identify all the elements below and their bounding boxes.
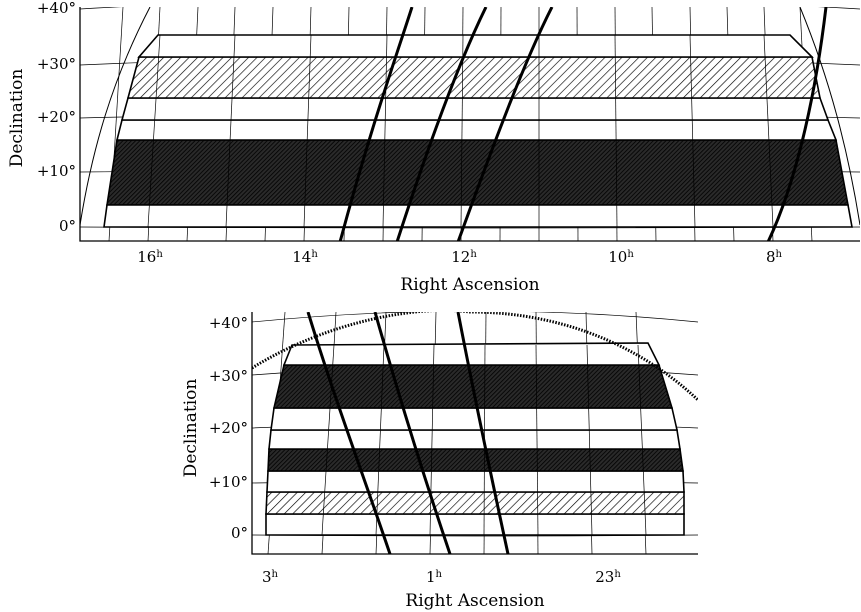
ra-tick-label: 10h (608, 248, 634, 266)
top-great-circle-tracks (338, 7, 828, 241)
top-grid-overlay (147, 34, 774, 228)
survey-strip-open (115, 119, 838, 141)
survey-strip-open (137, 34, 814, 58)
survey-strip-base (103, 204, 853, 228)
survey-strip-open (266, 470, 685, 493)
dec-tick-label: 0° (231, 524, 248, 542)
dec-tick-label: +20° (37, 108, 76, 126)
bottom-great-circle-tracks (306, 312, 510, 554)
survey-strip-dense-hatch (267, 448, 684, 472)
ra-tick-label: 12h (451, 248, 477, 266)
survey-strip-diagonal-hatch (126, 56, 821, 99)
great-circle-track (373, 312, 452, 554)
great-circle-track (456, 312, 510, 554)
ra-tick-label: 14h (292, 248, 318, 266)
bottom-survey-strips (265, 342, 685, 536)
survey-strip-base (265, 513, 685, 536)
great-circle-track (395, 7, 488, 241)
great-circle-track (456, 7, 554, 241)
survey-strip-open (120, 97, 830, 121)
bottom-dotted-boundary (252, 312, 698, 402)
dec-tick-label: +30° (37, 55, 76, 73)
great-circle-track (306, 312, 392, 554)
dec-tick-label: +40° (209, 314, 248, 332)
dec-tick-label: +10° (209, 473, 248, 491)
survey-strip-diagonal-hatch (265, 491, 685, 515)
top-survey-strips (103, 34, 853, 228)
top-panel: +40° +30° +20° +10° 0° 16h 14h 12h 10h 8… (7, 0, 860, 295)
bottom-plot-area (252, 312, 698, 554)
top-ra-tick-labels: 16h 14h 12h 10h 8h (137, 248, 782, 266)
dec-tick-label: +20° (209, 419, 248, 437)
top-x-axis-title: Right Ascension (400, 275, 539, 295)
survey-strip-dense-hatch (106, 139, 849, 206)
top-y-axis-title: Declination (7, 69, 27, 168)
ra-tick-label: 23h (595, 568, 621, 586)
bottom-panel: +40° +30° +20° +10° 0° 3h 1h 23h Right A… (181, 312, 698, 611)
bottom-axis-frame (251, 312, 698, 555)
top-boundary-curves (80, 7, 860, 226)
top-axis-frame (79, 7, 860, 242)
bottom-grid-overlay (321, 344, 647, 536)
top-plot-area (80, 7, 860, 241)
ra-tick-label: 1h (426, 568, 443, 586)
dec-tick-label: 0° (59, 217, 76, 235)
ra-tick-label: 8h (766, 248, 783, 266)
survey-strip-open (270, 407, 679, 431)
dec-tick-label: +40° (37, 0, 76, 17)
ra-tick-label: 3h (262, 568, 279, 586)
dec-tick-label: +10° (37, 162, 76, 180)
bottom-x-axis-title: Right Ascension (405, 591, 544, 611)
survey-strip-open (268, 429, 681, 450)
bottom-dec-tick-labels: +40° +30° +20° +10° 0° (209, 314, 248, 542)
top-dec-tick-labels: +40° +30° +20° +10° 0° (37, 0, 76, 235)
ra-tick-label: 16h (137, 248, 163, 266)
survey-strip-open (282, 342, 661, 366)
great-circle-track (338, 7, 414, 241)
dec-tick-label: +30° (209, 367, 248, 385)
bottom-y-axis-title: Declination (181, 379, 201, 478)
bottom-ra-tick-labels: 3h 1h 23h (262, 568, 621, 586)
great-circle-track (766, 7, 828, 241)
